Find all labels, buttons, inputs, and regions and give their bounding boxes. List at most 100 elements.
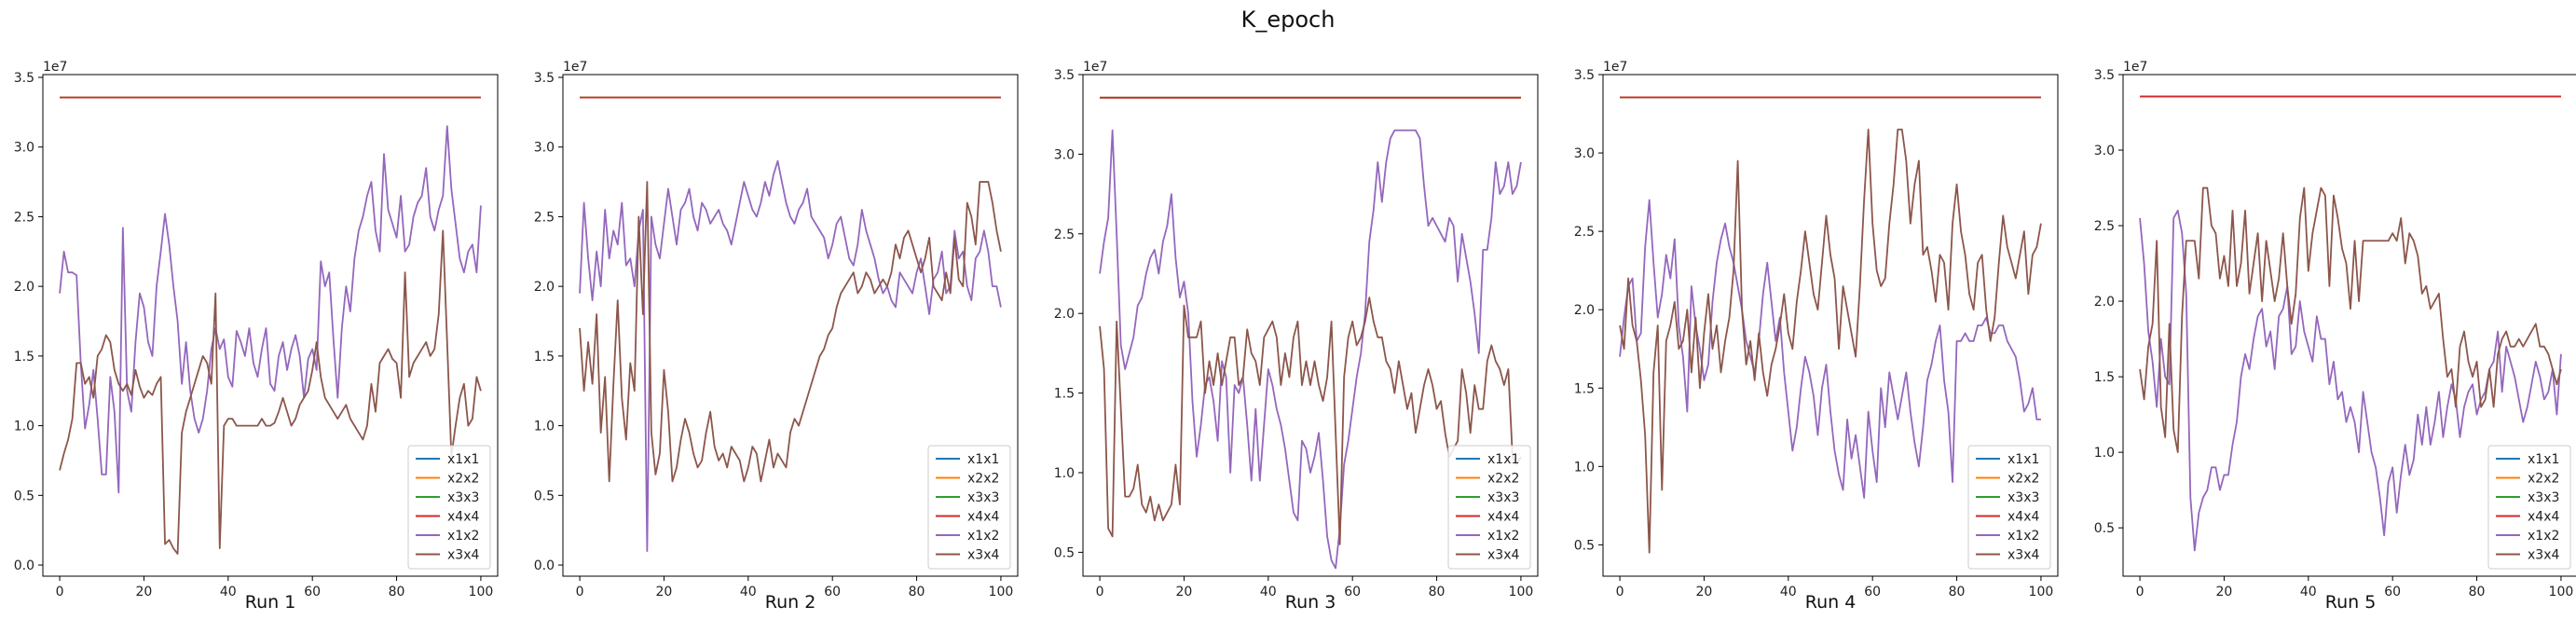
legend-label: x1x2 [2528,529,2559,544]
y-tick-label: 1.0 [14,420,34,434]
x-tick-label: 60 [304,585,321,599]
x-tick-label: 40 [740,585,757,599]
y-tick-label: 3.5 [1054,68,1075,83]
y-tick-label: 0.5 [1054,545,1075,560]
subplot-2: 0 20 40 60 80 100 0.0 0.5 1.0 1.5 2.0 2.5 3.0 3.5 1e7 R… [534,60,1019,613]
x-tick-label: 20 [2216,585,2233,599]
axes-frame [42,74,499,577]
y-tick-label: 3.0 [1054,147,1075,162]
x-tick-label: 0 [576,585,584,599]
series-line-x3x4 [1619,128,2042,554]
subplot-5: 0 20 40 60 80 100 0.5 1.0 1.5 2.0 2.5 3.0 3.5 1e7 Run … [2094,60,2576,613]
legend-label: x1x1 [1487,452,1519,467]
legend-label: x1x2 [967,529,999,544]
x-tick-label: 60 [824,585,841,599]
axes-frame [1082,74,1539,577]
y-tick-label: 2.5 [1054,227,1075,242]
x-tick-label: 100 [2029,585,2054,599]
legend-label: x3x4 [967,548,999,563]
x-tick-label: 0 [56,585,64,599]
y-tick-label: 1.5 [1054,387,1075,402]
x-tick-label: 40 [1260,585,1277,599]
y-tick-label: 3.5 [2094,68,2115,83]
legend-label: x2x2 [2007,472,2039,487]
legend-label: x1x1 [2528,452,2559,467]
y-tick-label: 0.0 [14,558,34,573]
axes-frame [1602,74,2059,577]
x-axis-label: Run 5 [2325,592,2377,613]
y-tick-label: 1.0 [1574,460,1595,475]
subplot-4: 0 20 40 60 80 100 0.5 1.0 1.5 2.0 2.5 3.0 3.5 1e7 Run … [1574,60,2059,613]
y-tick-label: 2.0 [1574,303,1595,318]
legend-label: x1x1 [967,452,999,467]
y-tick-label: 3.5 [534,71,555,86]
y-tick-label: 3.5 [1574,68,1595,83]
y-tick-label: 3.5 [14,71,34,86]
y-tick-label: 2.0 [14,280,34,295]
legend-label: x2x2 [447,472,479,487]
y-tick-label: 2.0 [534,280,555,295]
legend: x1x1 x2x2 x3x3 x4x4 x1x2 x3x4 [1447,445,1531,570]
series-line-x1x2 [1099,129,1522,570]
axes-frame [562,74,1019,577]
series-line-x1x2 [2139,209,2562,552]
x-tick-label: 60 [2384,585,2401,599]
y-tick-label: 1.0 [534,420,555,434]
x-axis-label: Run 1 [245,592,296,613]
legend-box [407,445,491,570]
legend-label: x4x4 [2528,510,2559,525]
x-tick-label: 0 [2136,585,2144,599]
y-tick-label: 0.5 [14,489,34,503]
x-tick-label: 100 [989,585,1014,599]
y-offset-label: 1e7 [1603,60,1627,75]
y-tick-label: 1.5 [534,350,555,365]
y-tick-label: 2.0 [1054,307,1075,322]
legend-box [1447,445,1531,570]
x-tick-label: 20 [656,585,673,599]
legend-label: x3x4 [447,548,479,563]
legend-label: x1x2 [1487,529,1519,544]
series-line-x3x4 [2139,186,2562,454]
legend-label: x3x3 [447,490,479,505]
legend-box [2487,445,2571,570]
x-tick-label: 80 [1949,585,1966,599]
legend-label: x4x4 [447,510,479,525]
y-tick-label: 1.5 [2094,370,2115,385]
x-tick-label: 20 [1696,585,1713,599]
legend-label: x3x3 [967,490,999,505]
x-tick-label: 80 [909,585,925,599]
y-tick-label: 1.5 [14,350,34,365]
legend-box [1967,445,2051,570]
legend-label: x3x3 [2528,490,2559,505]
y-tick-label: 3.0 [1574,146,1595,161]
legend: x1x1 x2x2 x3x3 x4x4 x1x2 x3x4 [407,445,491,570]
x-axis-label: Run 3 [1285,592,1336,613]
x-tick-label: 100 [2549,585,2574,599]
x-tick-label: 40 [220,585,237,599]
y-tick-label: 2.0 [2094,295,2115,310]
y-tick-label: 3.0 [2094,144,2115,158]
y-tick-label: 0.5 [534,489,555,503]
legend-label: x2x2 [2528,472,2559,487]
subplot-1: 0 20 40 60 80 100 0.0 0.5 1.0 1.5 2.0 2.5 3.0 3.5 1e7 R… [14,60,499,613]
legend-label: x1x1 [2007,452,2039,467]
series-line-x3x4 [579,181,1002,483]
legend-label: x4x4 [2007,510,2039,525]
x-tick-label: 80 [1429,585,1446,599]
y-tick-label: 2.5 [14,210,34,225]
legend-label: x3x4 [1487,548,1519,563]
y-offset-label: 1e7 [563,60,587,75]
x-tick-label: 0 [1096,585,1104,599]
y-offset-label: 1e7 [1083,60,1107,75]
subplot-3: 0 20 40 60 80 100 0.5 1.0 1.5 2.0 2.5 3.0 3.5 1e7 Run … [1054,60,1539,613]
y-tick-label: 3.0 [14,141,34,156]
x-tick-label: 100 [469,585,494,599]
x-axis-label: Run 2 [765,592,816,613]
legend-label: x1x1 [447,452,479,467]
x-tick-label: 0 [1616,585,1624,599]
legend-label: x3x4 [2007,548,2039,563]
legend-label: x3x3 [2007,490,2039,505]
x-tick-label: 60 [1344,585,1361,599]
y-tick-label: 2.5 [1574,225,1595,240]
y-tick-label: 1.0 [1054,466,1075,481]
